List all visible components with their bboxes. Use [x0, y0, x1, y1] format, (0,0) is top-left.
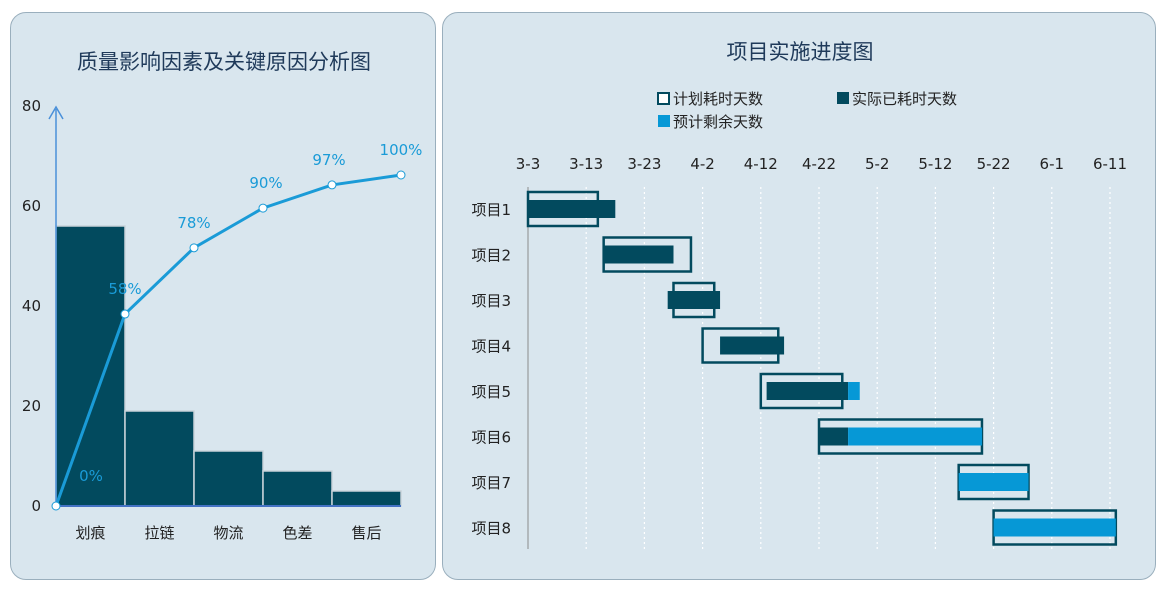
percent-label-0: 0%: [79, 467, 103, 485]
x-tick-label-0: 划痕: [75, 524, 105, 542]
cumulative-point-3: [258, 203, 268, 213]
bar-1: [124, 410, 195, 507]
y-tick-label-5: 项目6: [471, 429, 511, 447]
y-tick-label-3: 60: [22, 197, 41, 215]
x-tick-label-3: 色差: [282, 524, 312, 542]
cumulative-point-2: [189, 243, 199, 253]
chart-title: 质量影响因素及关键原因分析图: [77, 50, 371, 74]
x-tick-label-4: 售后: [351, 524, 381, 542]
chart-title: 项目实施进度图: [727, 40, 874, 64]
actual-bar-0: [528, 200, 616, 218]
cumulative-line: [54, 173, 402, 507]
x-tick-label-0: 3-3: [516, 155, 541, 173]
y-tick-label-4: 项目5: [471, 383, 511, 401]
y-tick-label-6: 项目7: [471, 474, 511, 492]
x-tick-label-7: 5-12: [918, 155, 952, 173]
x-tick-label-4: 4-12: [744, 155, 778, 173]
legend-label-0: 计划耗时天数: [673, 90, 763, 108]
remaining-bar-5: [848, 427, 982, 446]
percent-label-5: 100%: [380, 141, 423, 159]
cumulative-point-4: [327, 180, 337, 190]
y-tick-label-1: 20: [22, 397, 41, 415]
pareto-chart: 质量影响因素及关键原因分析图 0 20 40 60 80 划痕 拉链 物流 色差 售后 0% 58% 78…: [22, 50, 423, 542]
cumulative-point-0: [51, 501, 61, 511]
bar-4: [331, 490, 402, 507]
y-tick-label-4: 80: [22, 97, 41, 115]
x-tick-label-1: 拉链: [144, 524, 174, 542]
legend-swatch-2: [658, 115, 670, 127]
x-tick-label-9: 6-1: [1040, 155, 1065, 173]
y-tick-label-2: 项目3: [471, 292, 511, 310]
remaining-bar-4: [848, 382, 860, 400]
y-tick-label-7: 项目8: [471, 520, 511, 538]
actual-bar-4: [766, 382, 849, 400]
actual-bar-3: [720, 336, 785, 355]
actual-bar-5: [819, 427, 849, 446]
x-tick-label-3: 4-2: [690, 155, 715, 173]
actual-bar-1: [603, 245, 674, 264]
percent-label-2: 78%: [177, 214, 210, 232]
y-tick-label-1: 项目2: [471, 247, 511, 265]
legend-label-1: 实际已耗时天数: [852, 90, 957, 108]
y-tick-label-2: 40: [22, 297, 41, 315]
percent-label-4: 97%: [312, 151, 345, 169]
y-tick-label-3: 项目4: [471, 338, 511, 356]
x-tick-label-1: 3-13: [569, 155, 603, 173]
bar-3: [262, 470, 333, 507]
x-tick-label-5: 4-22: [802, 155, 836, 173]
remaining-bar-7: [993, 518, 1116, 537]
gantt-chart-panel: 项目实施进度图计划耗时天数 实际已耗时天数预计剩余天数 3-3 3-13 3-23 4-2…: [442, 12, 1156, 580]
x-tick-label-8: 5-22: [977, 155, 1011, 173]
bar-2: [193, 450, 264, 507]
x-tick-label-10: 6-11: [1093, 155, 1127, 173]
bar-0: [55, 225, 126, 507]
x-tick-label-2: 物流: [213, 524, 243, 542]
x-tick-label-2: 3-23: [627, 155, 661, 173]
percent-label-3: 90%: [249, 174, 282, 192]
cumulative-point-5: [396, 170, 406, 180]
actual-bar-2: [667, 291, 721, 309]
legend-swatch-0: [657, 92, 670, 105]
pareto-chart-panel: 质量影响因素及关键原因分析图 0 20 40 60 80 划痕 拉链 物流 色差 售后 0% 58% 78…: [10, 12, 436, 580]
legend-swatch-1: [837, 92, 849, 104]
remaining-bar-6: [958, 473, 1029, 491]
percent-label-1: 58%: [108, 280, 141, 298]
y-axis-arrowhead: [48, 105, 64, 120]
y-tick-label-0: 项目1: [471, 201, 511, 219]
cumulative-point-1: [120, 309, 130, 319]
x-tick-label-6: 5-2: [865, 155, 890, 173]
y-tick-label-0: 0: [31, 497, 41, 515]
legend-label-2: 预计剩余天数: [673, 113, 763, 131]
